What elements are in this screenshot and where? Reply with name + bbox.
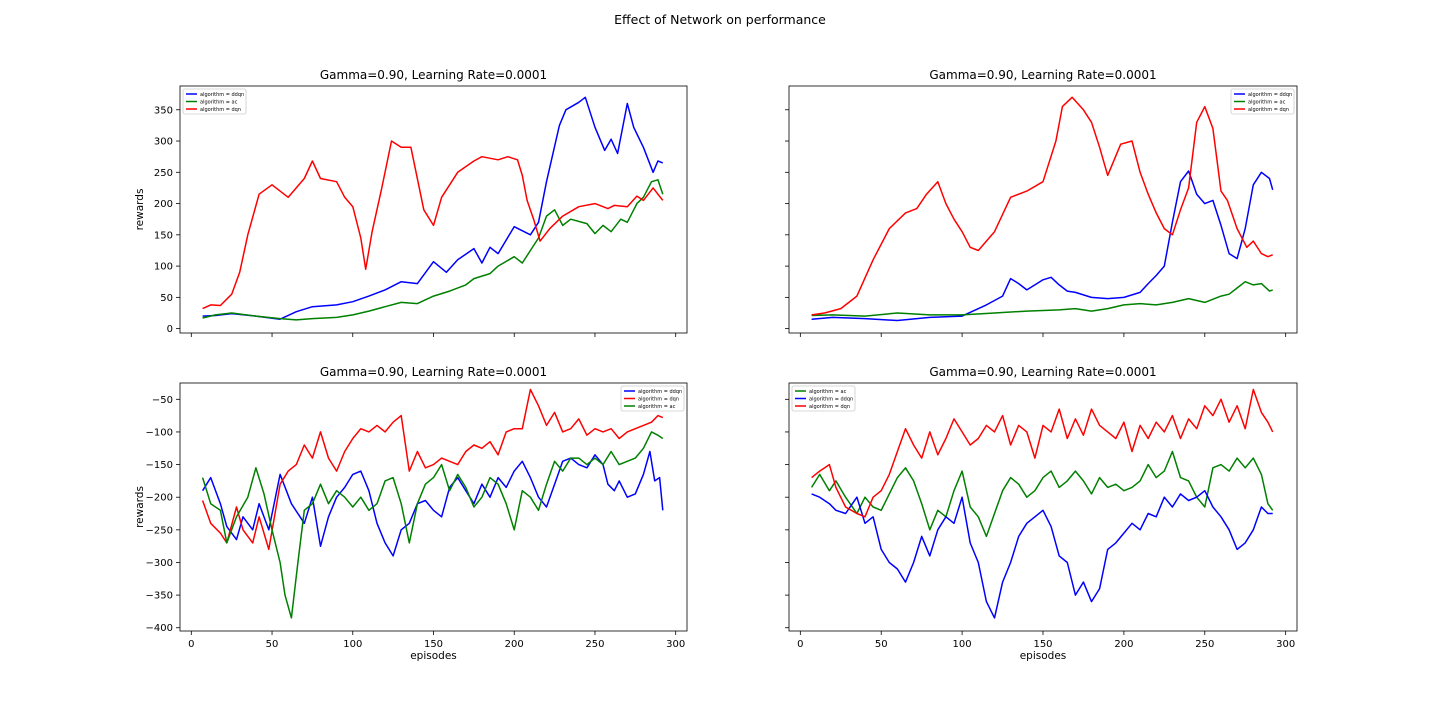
y-tick-label: −100 [146, 427, 173, 438]
x-tick-label: 150 [424, 639, 443, 650]
x-tick-label: 300 [1276, 639, 1295, 650]
series-line-algorithm-ac [202, 179, 664, 321]
subplot-1: Gamma=0.90, Learning Rate=0.0001 0 50 100 15… [134, 68, 688, 337]
series-line-algorithm-dqn [201, 388, 664, 551]
legend-entry: algorithm = ac [809, 389, 847, 395]
series-line-algorithm-ac [810, 450, 1274, 538]
y-tick-label: −200 [146, 493, 173, 504]
subplot-2: Gamma=0.90, Learning Rate=0.0001 algorith… [785, 68, 1298, 337]
x-tick-label: 250 [1195, 639, 1214, 650]
legend-frame [791, 385, 856, 412]
y-tick-label: −250 [146, 525, 173, 536]
series-line-algorithm-ddqn [811, 489, 1273, 619]
y-tick-label: 350 [154, 105, 173, 116]
x-tick-label: 250 [585, 639, 604, 650]
y-tick-label: 200 [154, 199, 173, 210]
legend-entry: algorithm = dqn [1248, 107, 1289, 113]
axes-frame [788, 382, 1298, 632]
subplot-title: Gamma=0.90, Learning Rate=0.0001 [929, 365, 1156, 379]
axes-frame [179, 382, 688, 632]
legend-entry: algorithm = ac [1248, 99, 1286, 105]
legend-entry: algorithm = dqn [200, 107, 241, 113]
figure-suptitle: Effect of Network on performance [614, 12, 826, 27]
legend-entry: algorithm = ddqn [809, 396, 853, 402]
legend-entry: algorithm = ac [638, 404, 676, 410]
legend-frame [182, 88, 247, 115]
y-axis-label: rewards [134, 189, 146, 231]
subplot-title: Gamma=0.90, Learning Rate=0.0001 [320, 365, 547, 379]
legend-entry: algorithm = dqn [638, 396, 679, 402]
series-line-algorithm-ddqn [811, 170, 1274, 322]
series-line-algorithm-ac [811, 280, 1273, 317]
x-axis-label: episodes [1020, 650, 1067, 662]
series-line-algorithm-dqn [811, 388, 1274, 518]
subplot-4: Gamma=0.90, Learning Rate=0.0001 0 50 100 15… [785, 365, 1298, 662]
legend-entry: algorithm = ddqn [200, 92, 244, 98]
x-tick-label: 100 [343, 639, 362, 650]
y-tick-label: −300 [146, 558, 173, 569]
subplot-title: Gamma=0.90, Learning Rate=0.0001 [929, 68, 1156, 82]
x-tick-label: 0 [797, 639, 803, 650]
legend-frame [1230, 88, 1295, 115]
x-tick-label: 100 [953, 639, 972, 650]
y-tick-label: 0 [167, 324, 173, 335]
y-tick-label: 50 [160, 293, 173, 304]
x-tick-label: 200 [505, 639, 524, 650]
y-tick-label: −150 [146, 460, 173, 471]
y-axis-label: rewards [134, 486, 146, 528]
x-tick-label: 300 [666, 639, 685, 650]
legend-entry: algorithm = ddqn [638, 389, 682, 395]
subplot-title: Gamma=0.90, Learning Rate=0.0001 [320, 68, 547, 82]
x-axis-label: episodes [410, 650, 457, 662]
legend-frame [620, 385, 685, 412]
x-tick-label: 0 [188, 639, 194, 650]
x-tick-label: 150 [1033, 639, 1052, 650]
y-tick-label: −50 [152, 395, 173, 406]
y-tick-label: 250 [154, 168, 173, 179]
legend-entry: algorithm = ddqn [1248, 92, 1292, 98]
subplots: Gamma=0.90, Learning Rate=0.0001 0 50 100 15… [134, 68, 1298, 662]
y-tick-label: 150 [154, 230, 173, 241]
subplot-3: Gamma=0.90, Learning Rate=0.0001 0 50 100 15… [134, 365, 688, 662]
x-tick-label: 200 [1114, 639, 1133, 650]
x-tick-label: 50 [875, 639, 888, 650]
y-tick-label: −400 [146, 623, 173, 634]
y-tick-label: −350 [146, 591, 173, 602]
legend-entry: algorithm = ac [200, 99, 238, 105]
y-tick-label: 100 [154, 262, 173, 273]
series-line-algorithm-ddqn [201, 450, 664, 557]
series-line-algorithm-dqn [811, 96, 1273, 316]
series-line-algorithm-ac [201, 431, 664, 619]
series-line-algorithm-ddqn [202, 96, 664, 320]
legend-entry: algorithm = dqn [809, 404, 850, 410]
y-tick-label: 300 [154, 137, 173, 148]
x-tick-label: 50 [266, 639, 279, 650]
series-line-algorithm-dqn [202, 140, 664, 310]
